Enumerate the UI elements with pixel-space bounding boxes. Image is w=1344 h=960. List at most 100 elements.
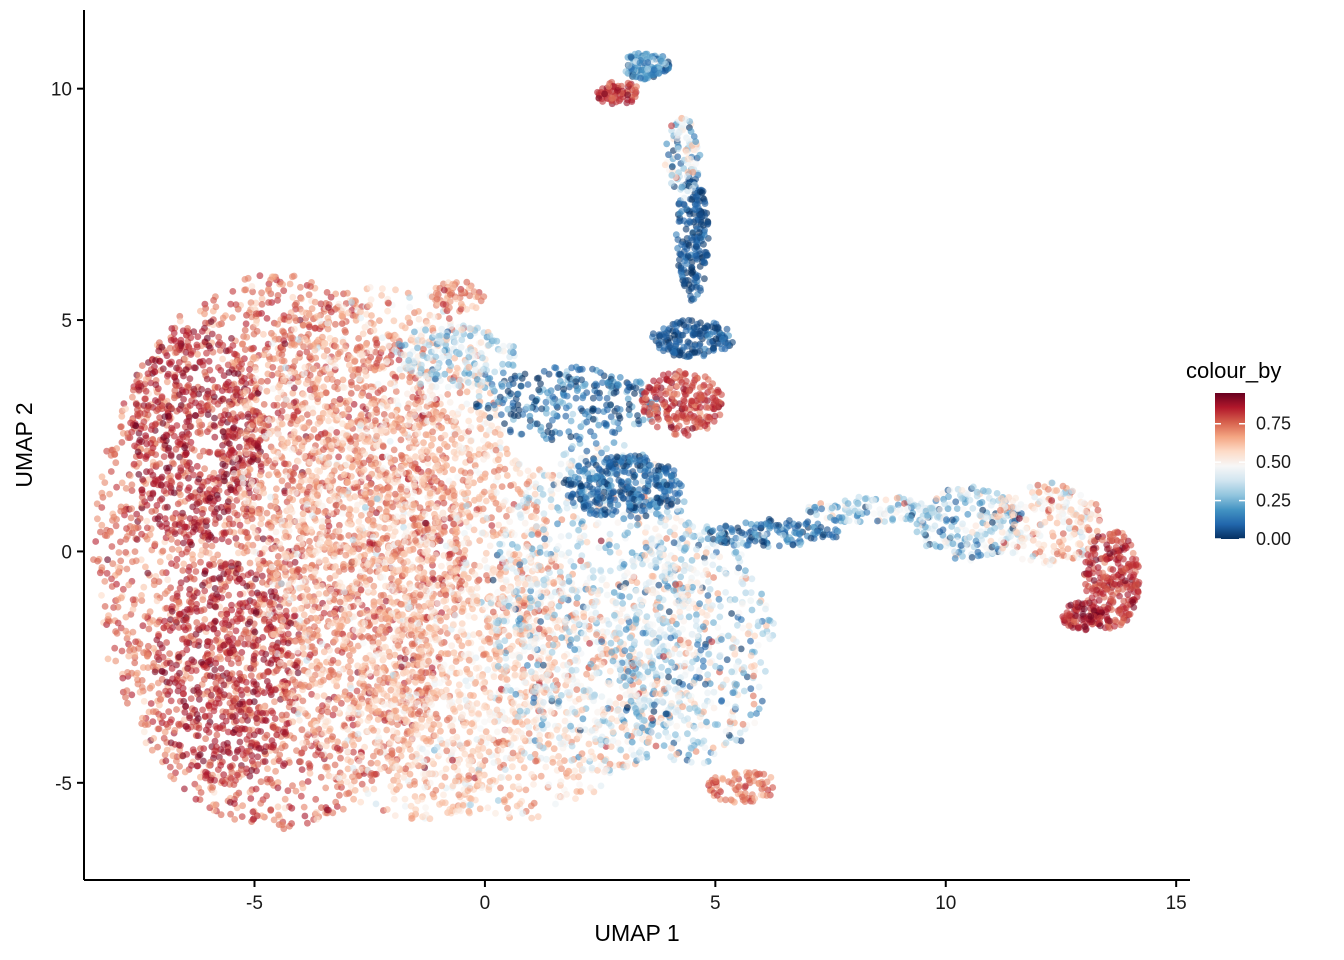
scatter-point — [203, 402, 211, 410]
scatter-point — [223, 669, 231, 677]
scatter-point — [236, 607, 243, 615]
scatter-point — [336, 395, 344, 403]
scatter-point — [281, 340, 289, 348]
scatter-point — [249, 288, 256, 296]
scatter-point — [276, 751, 284, 759]
scatter-point — [192, 795, 200, 803]
scatter-point — [129, 596, 137, 604]
scatter-point — [260, 401, 268, 408]
scatter-point — [378, 292, 385, 299]
scatter-point — [253, 486, 261, 493]
scatter-point — [152, 397, 159, 404]
scatter-point — [380, 411, 388, 418]
scatter-point — [404, 314, 412, 322]
scatter-point — [260, 656, 268, 663]
scatter-point — [345, 532, 353, 539]
scatter-point — [159, 653, 167, 661]
scatter-point — [275, 757, 283, 765]
scatter-point — [149, 617, 157, 624]
scatter-point — [299, 404, 306, 412]
scatter-point — [190, 364, 198, 372]
scatter-point — [160, 453, 168, 460]
scatter-point — [243, 403, 250, 410]
scatter-point — [214, 384, 222, 391]
scatter-point — [187, 695, 195, 702]
scatter-point — [170, 335, 178, 343]
scatter-point — [253, 327, 261, 335]
scatter-point — [357, 308, 364, 316]
scatter-point — [203, 334, 211, 342]
scatter-point — [159, 547, 167, 555]
scatter-point — [202, 319, 209, 327]
scatter-point — [163, 378, 171, 386]
scatter-point — [130, 460, 138, 468]
scatter-point — [296, 535, 304, 543]
scatter-point — [227, 415, 235, 423]
scatter-point — [388, 598, 395, 606]
scatter-point — [239, 505, 247, 513]
scatter-point — [138, 720, 146, 727]
scatter-point — [224, 655, 232, 663]
scatter-point — [430, 313, 438, 321]
scatter-point — [267, 660, 275, 667]
scatter-point — [237, 542, 245, 550]
scatter-point — [304, 435, 312, 443]
scatter-point — [217, 665, 225, 672]
scatter-point — [232, 791, 240, 799]
scatter-point — [236, 738, 244, 746]
scatter-point — [234, 771, 241, 779]
scatter-point — [314, 420, 322, 427]
scatter-point — [184, 360, 192, 368]
scatter-point — [164, 587, 171, 595]
scatter-point — [170, 329, 178, 337]
scatter-point — [331, 337, 339, 344]
scatter-point — [246, 788, 254, 796]
scatter-point — [248, 590, 256, 597]
scatter-point — [302, 380, 310, 387]
scatter-point — [309, 409, 317, 417]
scatter-point — [110, 513, 118, 521]
scatter-point — [108, 543, 116, 550]
scatter-point — [289, 293, 297, 301]
scatter-point — [432, 659, 439, 666]
scatter-point — [271, 698, 278, 706]
scatter-point — [406, 294, 413, 301]
scatter-point — [319, 438, 327, 446]
scatter-point — [195, 695, 203, 703]
scatter-point — [158, 394, 166, 402]
scatter-point — [236, 590, 244, 598]
scatter-point — [115, 549, 123, 556]
scatter-point — [260, 489, 268, 497]
scatter-point — [179, 567, 187, 574]
scatter-point — [235, 363, 243, 371]
scatter-point — [250, 439, 258, 447]
scatter-point — [286, 402, 294, 410]
scatter-point — [292, 489, 299, 497]
scatter-point — [167, 404, 175, 412]
scatter-point — [263, 387, 271, 395]
scatter-point — [280, 401, 288, 409]
scatter-point — [194, 333, 202, 341]
scatter-point — [243, 497, 250, 505]
scatter-point — [329, 711, 337, 719]
scatter-point — [311, 346, 319, 354]
scatter-point — [128, 505, 136, 513]
scatter-point — [194, 625, 202, 632]
scatter-point — [353, 687, 361, 695]
scatter-point — [420, 439, 427, 447]
scatter-point — [336, 791, 343, 799]
scatter-point — [296, 717, 303, 724]
scatter-point — [290, 272, 298, 280]
scatter-point — [146, 608, 154, 616]
scatter-point — [253, 715, 260, 723]
scatter-point — [192, 568, 200, 575]
scatter-point — [406, 510, 414, 517]
scatter-point — [210, 575, 218, 583]
scatter-point — [347, 675, 355, 683]
scatter-point — [165, 464, 173, 472]
scatter-point — [212, 603, 219, 611]
scatter-point — [377, 471, 384, 479]
scatter-point — [350, 400, 358, 408]
scatter-point — [228, 606, 236, 614]
scatter-point — [348, 566, 355, 573]
